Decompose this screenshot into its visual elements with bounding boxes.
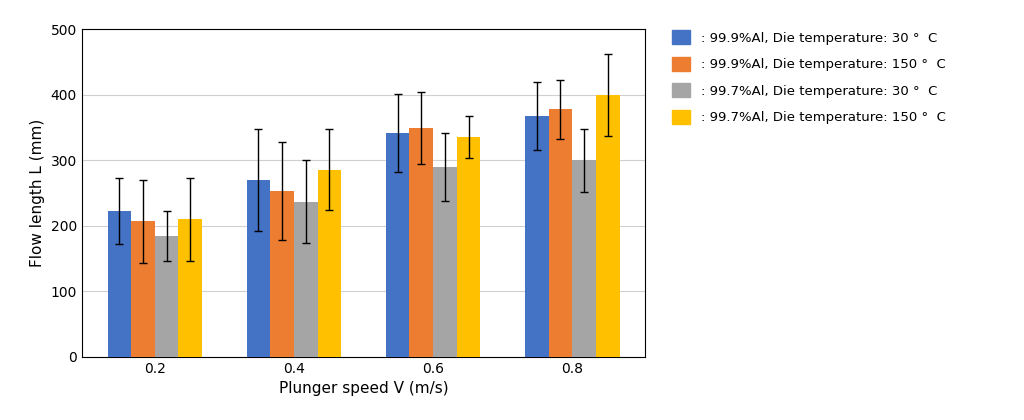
Bar [549,109,572,357]
Bar [155,236,178,357]
Bar [410,129,433,357]
Bar [178,219,202,357]
Y-axis label: Flow length L (mm): Flow length L (mm) [30,119,45,267]
X-axis label: Plunger speed V (m/s): Plunger speed V (m/s) [279,381,449,396]
Bar [294,202,317,357]
Bar [433,167,457,357]
Bar [386,133,410,357]
Bar [317,170,341,357]
Bar [131,221,155,357]
Bar [108,211,131,357]
Bar [247,180,270,357]
Bar [457,137,480,357]
Bar [572,160,596,357]
Bar [525,116,549,357]
Bar [596,95,620,357]
Legend: : 99.9%Al, Die temperature: 30 °  C, : 99.9%Al, Die temperature: 150 °  C, : 99.: : 99.9%Al, Die temperature: 30 ° C, : 99… [668,26,949,128]
Bar [270,191,294,357]
